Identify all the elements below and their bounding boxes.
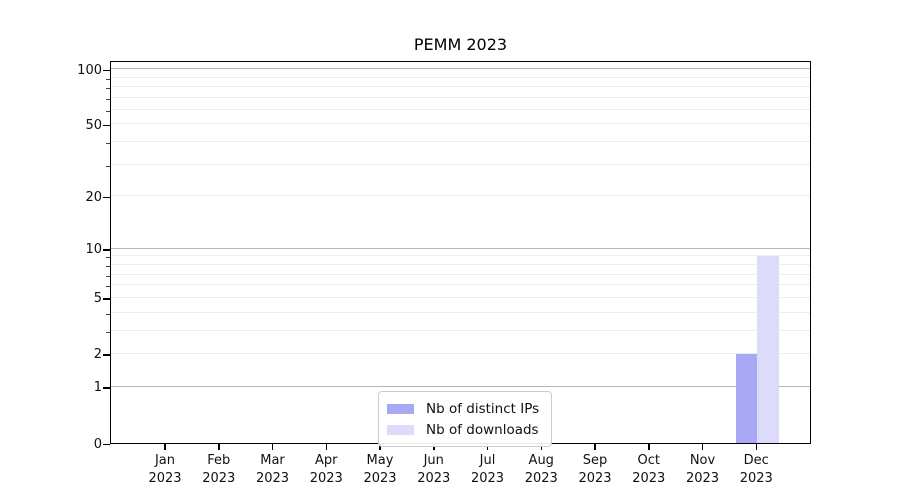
y-tick-mark-5: [103, 298, 110, 300]
gridline-minor-50: [111, 123, 810, 125]
legend-swatch-distinct-ips: [387, 403, 414, 414]
y-tick-mark-20: [103, 196, 110, 199]
plot-area: Nb of distinct IPs Nb of downloads: [110, 61, 811, 447]
legend-item-distinct-ips: Nb of distinct IPs: [387, 398, 539, 419]
gridline-minor-40: [111, 141, 810, 143]
x-tick-mark-sep: [594, 444, 596, 450]
gridline-minor-60: [111, 108, 810, 110]
x-tick-mark-apr: [325, 444, 327, 450]
y-minor-tick-80: [106, 87, 110, 89]
gridline-minor-5: [111, 296, 810, 298]
bar-downloads-dec: [757, 256, 779, 443]
y-tick-mark-1: [103, 387, 110, 389]
y-tick-label-0: 0: [93, 436, 102, 452]
x-tick-label-nov: Nov 2023: [685, 453, 720, 486]
gridline-minor-80: [111, 85, 810, 87]
x-tick-label-dec: Dec 2023: [739, 453, 773, 486]
x-tick-mark-jun: [433, 444, 435, 450]
legend-swatch-downloads: [387, 424, 414, 435]
x-tick-label-may: May 2023: [363, 453, 397, 486]
y-minor-tick-70: [106, 98, 110, 100]
y-minor-tick-40: [106, 143, 110, 145]
y-minor-tick-60: [106, 110, 110, 112]
gridline-major-100: [111, 68, 810, 70]
gridline-minor-7: [111, 273, 810, 275]
x-tick-mark-aug: [540, 444, 542, 450]
x-tick-mark-oct: [648, 444, 650, 450]
gridline-minor-3: [111, 329, 810, 331]
legend: Nb of distinct IPs Nb of downloads: [378, 391, 553, 447]
x-tick-label-apr: Apr 2023: [309, 453, 343, 486]
x-tick-mark-feb: [218, 444, 220, 450]
x-tick-mark-nov: [701, 444, 704, 450]
x-tick-mark-dec: [755, 444, 757, 450]
y-tick-mark-0: [103, 443, 110, 445]
y-minor-tick-90: [106, 78, 110, 80]
y-minor-tick-8: [106, 265, 110, 267]
x-tick-label-jul: Jul 2023: [470, 453, 505, 486]
gridline-minor-70: [111, 96, 810, 98]
chart-title: PEMM 2023: [413, 35, 508, 54]
y-minor-tick-3: [106, 331, 110, 333]
y-tick-mark-50: [103, 124, 110, 127]
y-minor-tick-4: [106, 313, 110, 315]
gridline-major-10: [111, 247, 810, 249]
legend-item-downloads: Nb of downloads: [387, 419, 539, 440]
y-tick-label-20: 20: [85, 189, 102, 205]
x-tick-label-jun: Jun 2023: [417, 453, 451, 486]
y-tick-mark-10: [103, 249, 110, 251]
x-tick-label-feb: Feb 2023: [202, 453, 236, 486]
y-tick-label-5: 5: [93, 291, 102, 307]
gridline-minor-4: [111, 311, 810, 313]
y-minor-tick-9: [106, 257, 110, 259]
y-tick-label-10: 10: [85, 242, 102, 258]
gridline-minor-6: [111, 284, 810, 286]
y-tick-label-100: 100: [77, 62, 102, 78]
bar-distinct-ips-dec: [735, 354, 758, 443]
x-tick-mark-may: [379, 444, 381, 450]
x-tick-label-jan: Jan 2023: [148, 453, 182, 486]
y-tick-mark-2: [103, 354, 110, 356]
x-tick-mark-mar: [271, 444, 274, 450]
gridline-minor-8: [111, 264, 810, 265]
y-minor-tick-6: [106, 286, 110, 288]
x-tick-label-aug: Aug 2023: [524, 453, 558, 486]
gridline-major-1: [111, 385, 810, 387]
x-tick-label-oct: Oct 2023: [632, 453, 666, 486]
y-tick-label-1: 1: [93, 380, 102, 396]
gridline-minor-2: [111, 353, 810, 354]
legend-label-distinct-ips: Nb of distinct IPs: [426, 400, 540, 417]
gridline-minor-20: [111, 195, 810, 197]
legend-label-downloads: Nb of downloads: [426, 421, 539, 438]
x-tick-label-sep: Sep 2023: [578, 453, 612, 486]
y-tick-label-50: 50: [85, 117, 102, 133]
y-minor-tick-7: [106, 275, 110, 277]
y-tick-mark-100: [103, 69, 110, 72]
y-tick-label-2: 2: [93, 347, 102, 363]
x-tick-label-mar: Mar 2023: [255, 453, 290, 486]
gridline-minor-90: [111, 76, 810, 78]
gridline-minor-9: [111, 255, 810, 257]
gridline-minor-30: [111, 163, 810, 165]
x-tick-mark-jan: [164, 444, 166, 450]
x-tick-mark-jul: [486, 444, 489, 450]
y-minor-tick-30: [106, 165, 110, 167]
